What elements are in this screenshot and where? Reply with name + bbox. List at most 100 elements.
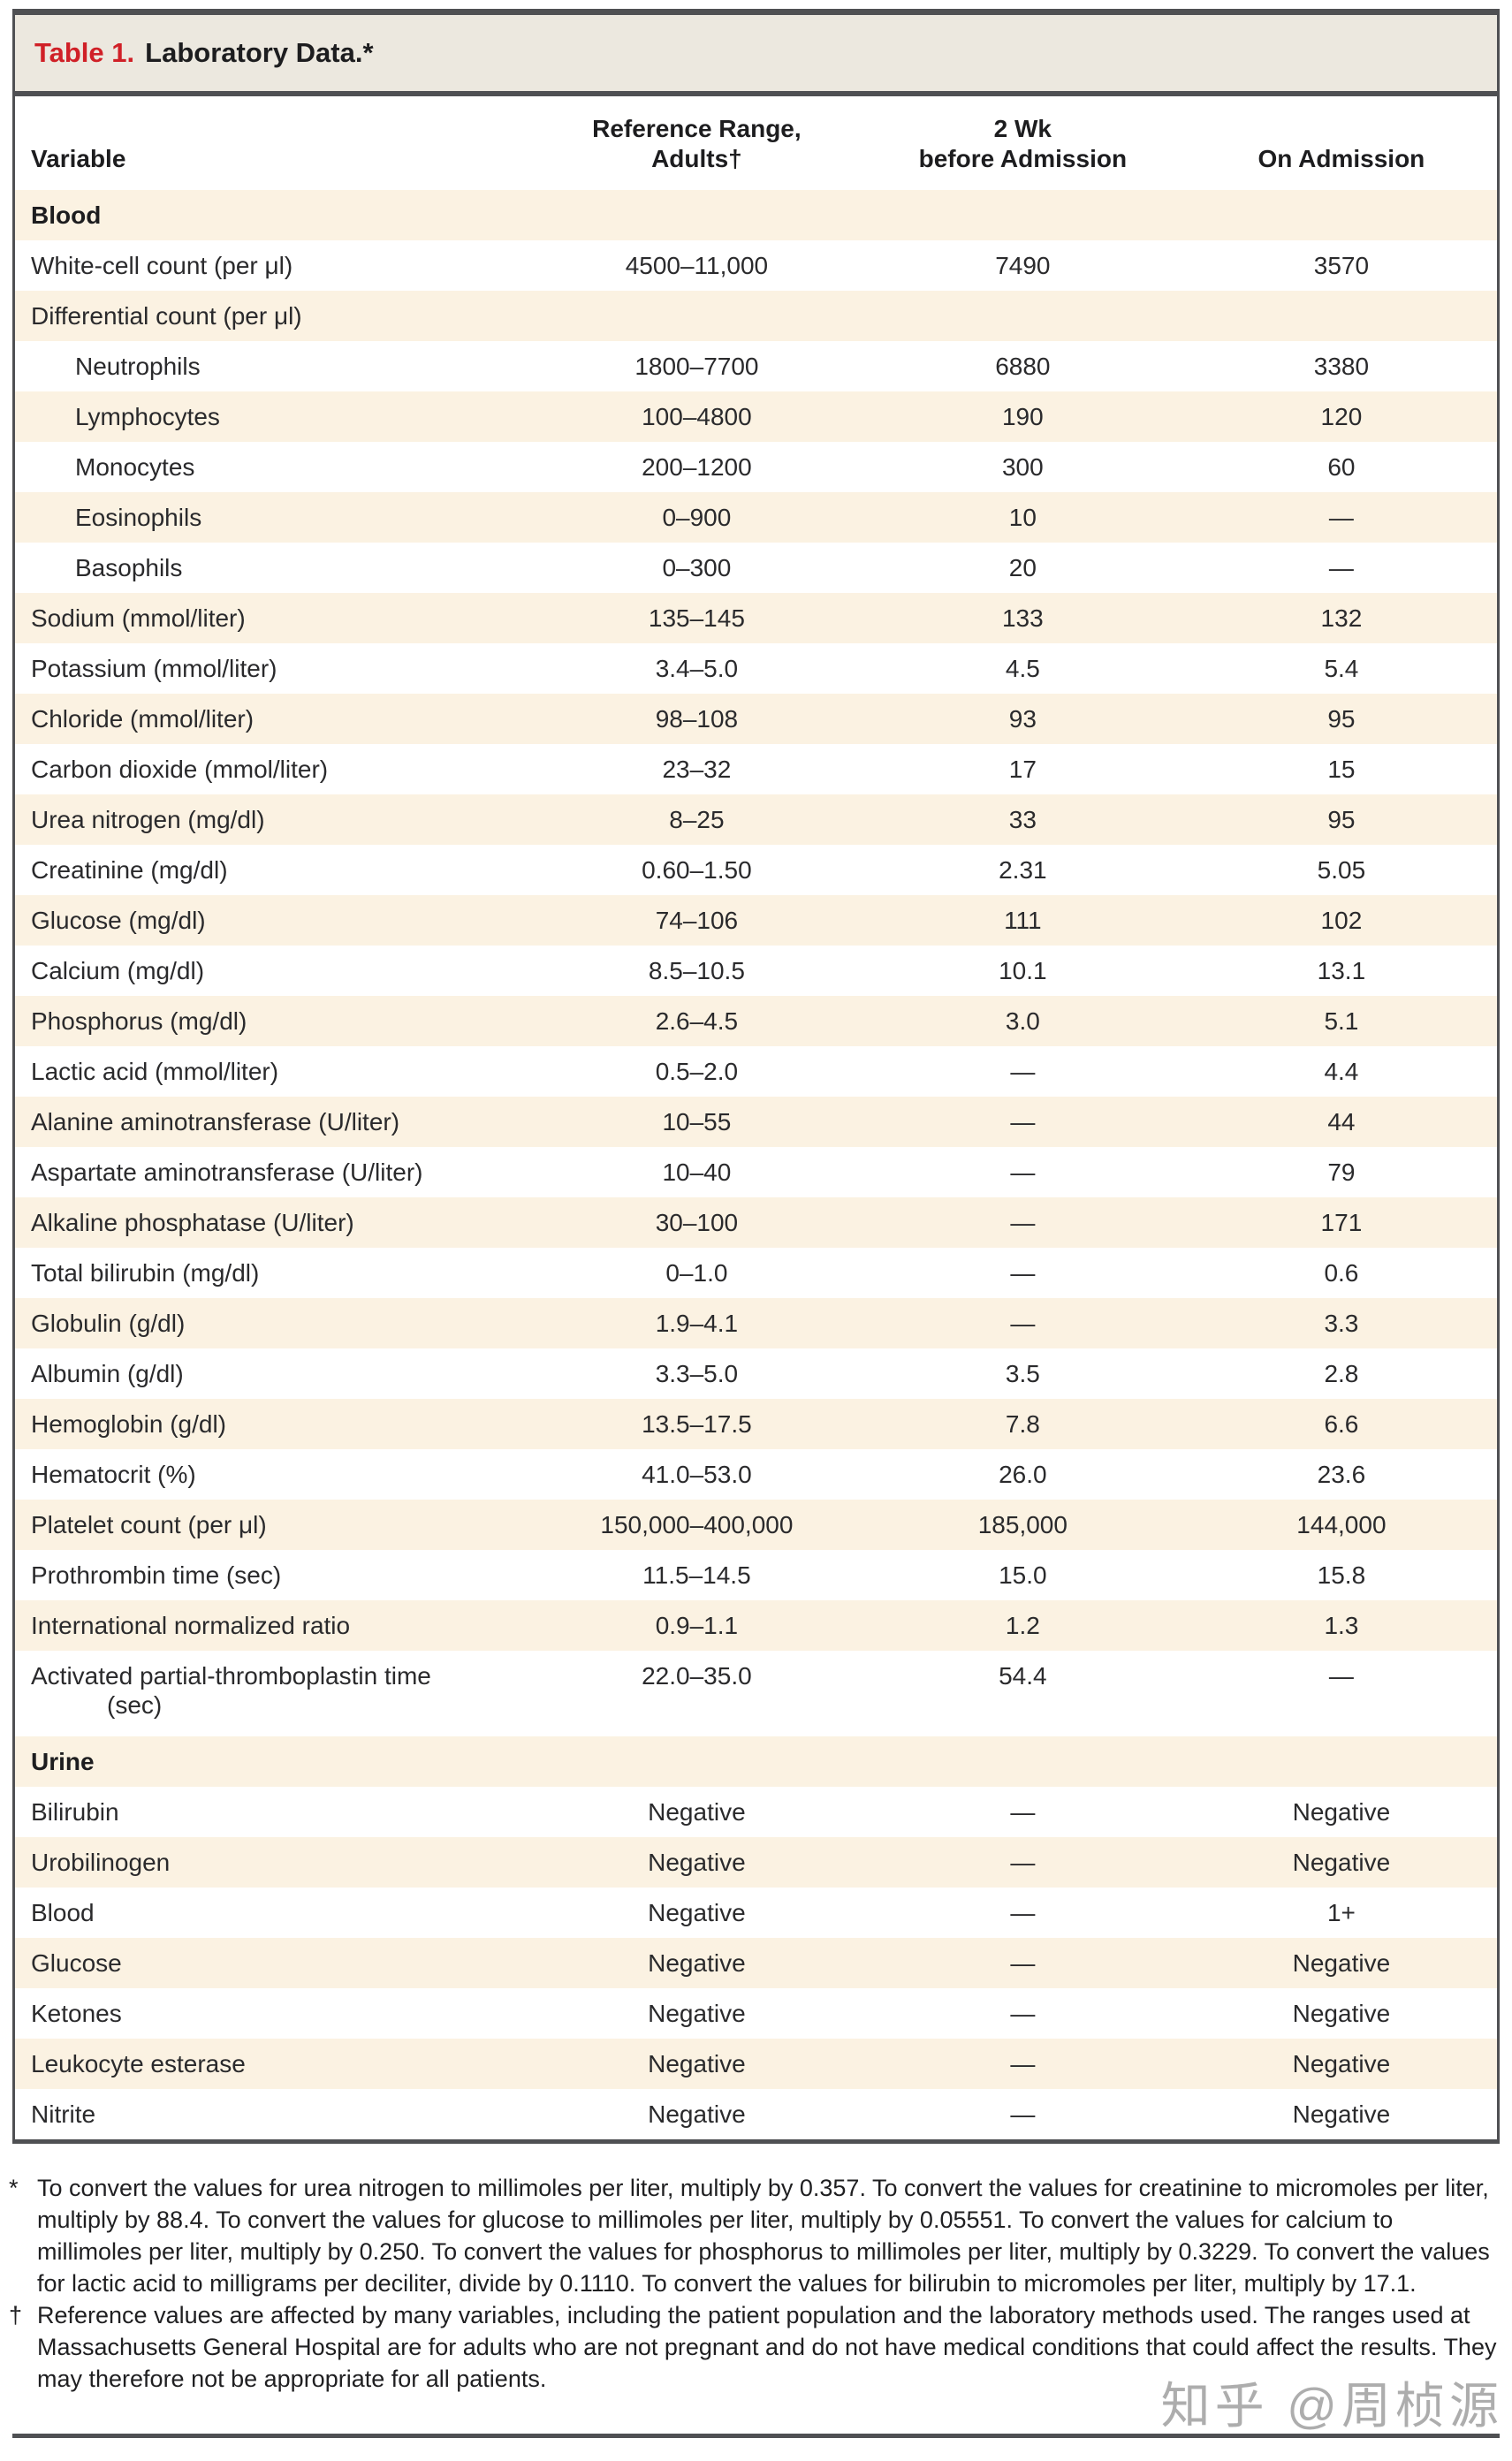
row-label: Phosphorus (mg/dl) [15,996,534,1046]
on-admission-cell: 132 [1185,593,1497,643]
two-wk-cell: 300 [1001,453,1044,481]
on-admission-cell: 1.3 [1185,1600,1497,1651]
table-row: Leukocyte esterase Negative — Negative [15,2039,1497,2089]
two-wk-cell: — [1010,1259,1036,1287]
row-label: Carbon dioxide (mmol/liter) [31,756,329,783]
on-admission-cell: Negative [1292,2000,1391,2027]
on-admission-cell: 3380 [1313,353,1370,380]
table-row: Lymphocytes 100–4800 190 120 [15,391,1497,442]
two-wk-cell: 33 [859,794,1186,845]
lab-table: Variable Reference Range, Adults† 2 Wk befor… [15,96,1497,2139]
row-label: Basophils [75,554,183,581]
two-wk-cell: 4.5 [1005,655,1040,682]
row-label: Alkaline phosphatase (U/liter) [15,1197,534,1248]
two-wk-cell: 7490 [995,252,1051,279]
table-row: Lactic acid (mmol/liter) 0.5–2.0 — 4.4 [15,1046,1497,1097]
reference-range-cell: 3.3–5.0 [655,1360,739,1387]
table-row: Hemoglobin (g/dl) 13.5–17.5 7.8 6.6 [15,1399,1497,1449]
on-admission-cell: 44 [1185,1097,1497,1147]
row-label: Alanine aminotransferase (U/liter) [15,1097,534,1147]
row-label: Lactic acid (mmol/liter) [31,1058,279,1085]
footnote-marker: † [9,2302,23,2328]
reference-range-cell: 0.5–2.0 [655,1058,739,1085]
row-label: Creatinine (mg/dl) [31,856,228,884]
reference-range-cell: 98–108 [533,694,860,744]
two-wk-cell: — [1010,1158,1036,1186]
two-wk-cell [859,291,1186,341]
reference-range-cell: Negative [648,2000,746,2027]
table-row: Basophils 0–300 20 — [15,543,1497,593]
row-label: Albumin (g/dl) [31,1360,184,1387]
table-row: Chloride (mmol/liter) 98–108 93 95 [15,694,1497,744]
on-admission-cell: 144,000 [1185,1500,1497,1550]
on-admission-cell: — [1185,492,1497,543]
table-number: Table 1. [34,37,135,68]
row-label: Bilirubin [31,1798,119,1826]
two-wk-cell: 1.2 [859,1600,1186,1651]
two-wk-cell: 20 [1008,554,1037,581]
reference-range-cell: 0–1.0 [665,1259,728,1287]
row-label: Platelet count (per μl) [15,1500,534,1550]
reference-range-cell: 13.5–17.5 [533,1399,860,1449]
table-title-bar: Table 1. Laboratory Data.* [15,15,1497,96]
two-wk-cell: 6880 [995,353,1051,380]
table-row: Sodium (mmol/liter) 135–145 133 132 [15,593,1497,643]
table-row: Monocytes 200–1200 300 60 [15,442,1497,492]
row-label: Hematocrit (%) [31,1461,196,1488]
column-header-reference-range: Reference Range, Adults† [592,115,802,172]
row-label: Glucose [15,1938,534,1988]
two-wk-cell: — [859,1197,1186,1248]
row-label: Nitrite [31,2100,96,2128]
row-label: Sodium (mmol/liter) [15,593,534,643]
on-admission-cell: 60 [1327,453,1356,481]
reference-range-cell: 8.5–10.5 [648,957,745,984]
table-row: Aspartate aminotransferase (U/liter) 10–4… [15,1147,1497,1197]
two-wk-cell: 26.0 [999,1461,1047,1488]
table-row: Calcium (mg/dl) 8.5–10.5 10.1 13.1 [15,946,1497,996]
reference-range-cell: 22.0–35.0 [642,1662,752,1690]
row-label: Eosinophils [15,492,534,543]
row-label: Blood [31,1899,95,1926]
on-admission-cell: 79 [1327,1158,1356,1186]
two-wk-cell: 185,000 [859,1500,1186,1550]
table-row: Blood Negative — 1+ [15,1888,1497,1938]
on-admission-cell: — [1328,1662,1354,1690]
on-admission-cell: 3570 [1313,252,1370,279]
reference-range-cell: Negative [533,2039,860,2089]
column-header-on-admission: On Admission [1257,145,1425,172]
reference-range-cell: 1.9–4.1 [533,1298,860,1348]
bottom-rule-divider [12,2434,1500,2438]
two-wk-cell: 111 [859,895,1186,946]
section-row-blood: Blood [15,190,1497,240]
row-label: Lymphocytes [15,391,534,442]
two-wk-cell: — [1010,1798,1036,1826]
table-row: Globulin (g/dl) 1.9–4.1—3.3 [15,1298,1497,1348]
row-label: Globulin (g/dl) [15,1298,534,1348]
reference-range-cell: Negative [533,1938,860,1988]
on-admission-cell: Negative [1185,1938,1497,1988]
table-row: Activated partial-thromboplastin time (se… [15,1651,1497,1736]
table-row: Hematocrit (%) 41.0–53.0 26.0 23.6 [15,1449,1497,1500]
row-label: Calcium (mg/dl) [31,957,205,984]
reference-range-cell: 135–145 [533,593,860,643]
two-wk-cell: 3.0 [859,996,1186,1046]
reference-range-cell: 41.0–53.0 [642,1461,752,1488]
two-wk-cell: — [1010,2000,1036,2027]
row-label: Differential count (per μl) [15,291,534,341]
row-label: Activated partial-thromboplastin time (se… [15,1651,534,1736]
on-admission-cell: 3.3 [1185,1298,1497,1348]
table-row: Platelet count (per μl) 150,000–400,000 18… [15,1500,1497,1550]
row-label: Potassium (mmol/liter) [31,655,277,682]
on-admission-cell: 0.6 [1324,1259,1359,1287]
reference-range-cell: 150,000–400,000 [533,1500,860,1550]
on-admission-cell: 4.4 [1324,1058,1359,1085]
row-label: Ketones [31,2000,122,2027]
reference-range-cell: Negative [648,2100,746,2128]
table-body: Blood White-cell count (per μl) 4500–11,00… [15,190,1497,2139]
footnote-text: To convert the values for urea nitrogen … [37,2175,1490,2297]
table-row: Carbon dioxide (mmol/liter) 23–32 17 15 [15,744,1497,794]
two-wk-cell: 190 [859,391,1186,442]
row-label: Neutrophils [75,353,201,380]
on-admission-cell: — [1328,554,1354,581]
